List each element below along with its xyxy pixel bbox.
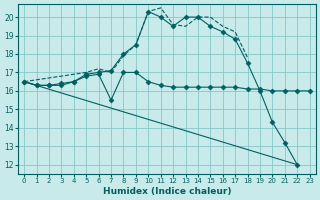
X-axis label: Humidex (Indice chaleur): Humidex (Indice chaleur) <box>103 187 231 196</box>
